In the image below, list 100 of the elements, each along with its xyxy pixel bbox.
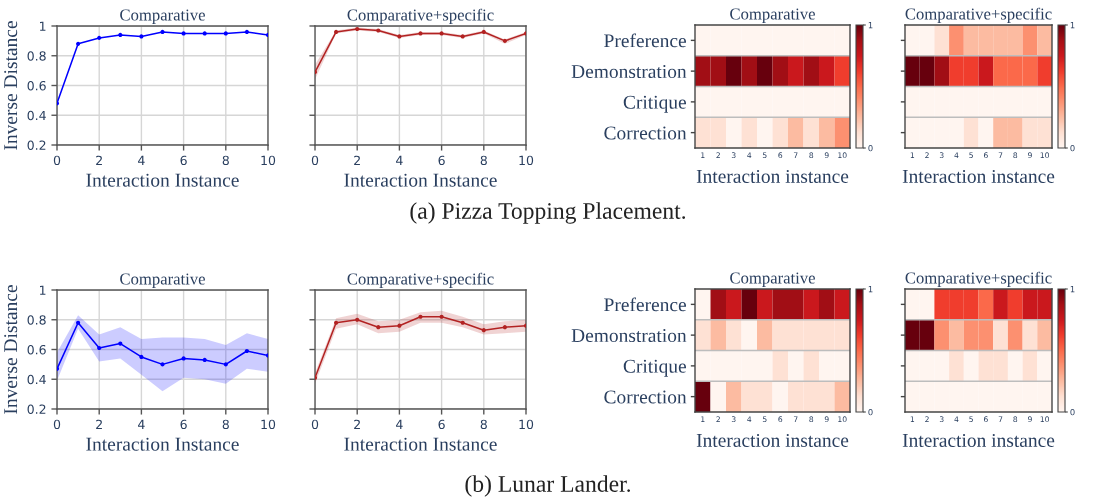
- point: [460, 320, 465, 325]
- x-tick-label: 2: [354, 155, 360, 165]
- point: [334, 320, 339, 325]
- color-bar-label: 1: [1070, 22, 1075, 29]
- point: [481, 328, 486, 333]
- x-tick-label: 10: [519, 155, 534, 166]
- text: (b) Lunar Lander.: [465, 475, 631, 497]
- x-tick-label: 4: [396, 155, 403, 165]
- point: [334, 29, 339, 35]
- y-tick-label: Correction: [604, 390, 687, 404]
- point: [265, 353, 268, 358]
- x-tick-label: 2: [354, 419, 360, 429]
- x-axis-title: Interaction Instance: [344, 173, 497, 187]
- y-tick-label: 1: [40, 21, 46, 31]
- point: [418, 314, 423, 319]
- point: [460, 34, 465, 39]
- point: [57, 101, 60, 106]
- x-tick-label: 4: [396, 419, 403, 429]
- x-tick-label: 10: [261, 155, 276, 166]
- point: [202, 357, 207, 362]
- point: [57, 366, 60, 371]
- y-tick-label: 0.4: [27, 110, 46, 121]
- color-bar-label: 0: [868, 144, 873, 152]
- y-tick-label: Correction: [604, 126, 687, 140]
- x-tick-label: 2: [96, 419, 102, 429]
- x-axis-title: Interaction Instance: [86, 437, 239, 451]
- point: [418, 31, 423, 36]
- point: [439, 314, 444, 319]
- x-tick-label: 0: [53, 155, 61, 166]
- y-axis-title: Inverse Distance: [4, 21, 18, 150]
- x-tick-label: 0: [311, 419, 319, 430]
- x-tick-label: 8: [480, 155, 487, 166]
- chart-title: Comparative+specific: [905, 7, 1052, 23]
- y-tick-label: 0.4: [27, 374, 46, 385]
- color-bar-label: 1: [868, 286, 873, 293]
- chart-title: Comparative+specific: [347, 272, 494, 288]
- point: [355, 317, 360, 322]
- point: [244, 348, 249, 354]
- point: [481, 29, 486, 35]
- x-axis-title: Interaction instance: [696, 169, 849, 183]
- x-tick-label: 6: [180, 155, 187, 166]
- point: [160, 29, 165, 35]
- y-tick-label: Demonstration: [571, 65, 687, 79]
- x-tick-label: 4: [138, 419, 145, 429]
- point: [97, 35, 102, 40]
- chart-title: Comparative: [120, 9, 205, 24]
- x-tick-label: 8: [222, 155, 229, 166]
- color-bar-label: 1: [868, 22, 873, 29]
- y-tick-label: 0.8: [27, 315, 46, 325]
- y-tick-label: 1: [40, 285, 46, 295]
- y-tick-label: 0.2: [27, 404, 46, 414]
- x-tick-label: 8: [480, 419, 487, 430]
- color-bar-label: 0: [1070, 144, 1075, 152]
- x-axis-title: Interaction instance: [902, 433, 1055, 447]
- point: [76, 320, 81, 325]
- point: [376, 325, 381, 330]
- y-tick-label: 0.6: [27, 344, 46, 355]
- text: (a) Pizza Topping Placement.: [410, 202, 686, 224]
- point: [118, 32, 123, 38]
- chart-title: Comparative+specific: [347, 8, 494, 24]
- y-axis-title: Inverse Distance: [4, 285, 18, 414]
- point: [397, 323, 402, 328]
- x-axis-title: Interaction instance: [902, 169, 1055, 183]
- point: [315, 375, 318, 380]
- color-bar-label: 1: [1070, 286, 1075, 293]
- point: [139, 354, 144, 360]
- x-tick-label: 6: [438, 155, 445, 166]
- y-tick-label: 0.2: [27, 140, 46, 150]
- x-axis-title: Interaction Instance: [86, 173, 239, 187]
- color-bar-label: 0: [868, 408, 873, 416]
- y-tick-label: Preference: [604, 33, 686, 48]
- x-tick-label: 4: [138, 155, 145, 165]
- point: [502, 38, 507, 43]
- x-tick-label: 8: [222, 419, 229, 430]
- point: [223, 31, 228, 36]
- point: [355, 26, 360, 32]
- x-tick-label: 10: [261, 419, 276, 430]
- chart-title: Comparative: [730, 272, 815, 287]
- x-tick-label: 6: [438, 419, 445, 430]
- point: [523, 323, 526, 328]
- y-tick-label: Critique: [623, 359, 686, 377]
- point: [118, 341, 123, 346]
- y-tick-label: Preference: [604, 297, 686, 312]
- x-tick-label: 0: [53, 419, 61, 430]
- point: [523, 31, 526, 36]
- chart-title: Comparative+specific: [905, 271, 1052, 287]
- point: [502, 325, 507, 330]
- x-tick-label: 6: [180, 419, 187, 430]
- y-tick-label: Critique: [623, 95, 686, 113]
- x-tick-label: 2: [96, 155, 102, 165]
- point: [97, 345, 102, 351]
- y-tick-label: 0.8: [27, 51, 46, 61]
- chart-title: Comparative: [120, 273, 205, 288]
- x-tick-label: 10: [519, 419, 534, 430]
- point: [223, 362, 228, 367]
- x-axis-title: Interaction Instance: [344, 437, 497, 451]
- chart-title: Comparative: [730, 8, 815, 23]
- y-tick-label: Demonstration: [571, 329, 687, 343]
- point: [76, 41, 81, 46]
- point: [315, 70, 318, 75]
